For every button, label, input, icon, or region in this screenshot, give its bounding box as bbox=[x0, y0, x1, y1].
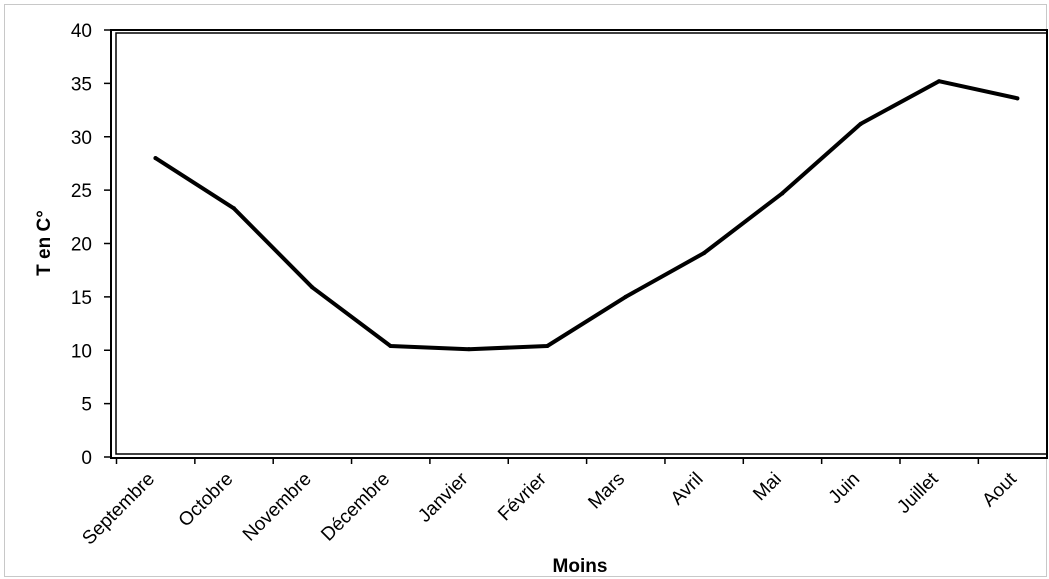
data-point bbox=[1015, 96, 1020, 101]
plot-border-inner bbox=[115, 32, 1048, 455]
x-tick-label: Juillet bbox=[893, 468, 943, 518]
x-axis-title: Moins bbox=[553, 556, 608, 577]
y-axis-ticks: 0 5 10 15 20 25 30 35 40 bbox=[71, 21, 111, 469]
y-axis-title: T en C° bbox=[34, 210, 55, 276]
y-tick-label: 35 bbox=[71, 74, 92, 95]
plot-area bbox=[110, 29, 1048, 459]
data-point bbox=[388, 343, 393, 348]
data-point bbox=[780, 191, 785, 196]
y-tick-label: 30 bbox=[71, 128, 92, 149]
data-point bbox=[153, 156, 158, 161]
x-tick-label: Septembre bbox=[78, 469, 159, 550]
data-point bbox=[701, 251, 706, 256]
x-tick-label: Avril bbox=[667, 469, 708, 510]
data-point bbox=[545, 343, 550, 348]
x-tick-label: Janvier bbox=[414, 468, 473, 527]
data-point bbox=[858, 121, 863, 126]
y-tick-label: 0 bbox=[81, 448, 92, 469]
x-tick-label: Juin bbox=[825, 469, 864, 508]
data-point bbox=[937, 79, 941, 84]
y-tick-label: 15 bbox=[71, 288, 92, 309]
x-tick-label: Novembre bbox=[239, 469, 316, 546]
y-tick-label: 25 bbox=[71, 181, 92, 202]
data-point bbox=[231, 206, 236, 211]
data-point bbox=[466, 347, 471, 352]
x-tick-label: Mai bbox=[749, 469, 786, 506]
data-point bbox=[310, 285, 315, 290]
y-tick-label: 5 bbox=[81, 395, 92, 416]
chart-frame bbox=[4, 4, 1047, 577]
x-tick-label: Février bbox=[494, 468, 551, 525]
x-tick-label: Octobre bbox=[175, 469, 238, 532]
plot-border-outer bbox=[110, 29, 1048, 459]
series-line bbox=[153, 79, 1020, 352]
data-point bbox=[623, 294, 628, 299]
data-points bbox=[153, 79, 1020, 352]
x-tick-label: Mars bbox=[584, 469, 629, 514]
y-tick-label: 20 bbox=[71, 235, 92, 256]
x-tick-label: Aout bbox=[978, 468, 1021, 511]
y-tick-label: 10 bbox=[71, 341, 92, 362]
y-tick-label: 40 bbox=[71, 21, 92, 42]
x-axis-ticks: Septembre Octobre Novembre Décembre Janvier F… bbox=[78, 457, 1021, 549]
x-tick-label: Décembre bbox=[317, 469, 394, 546]
